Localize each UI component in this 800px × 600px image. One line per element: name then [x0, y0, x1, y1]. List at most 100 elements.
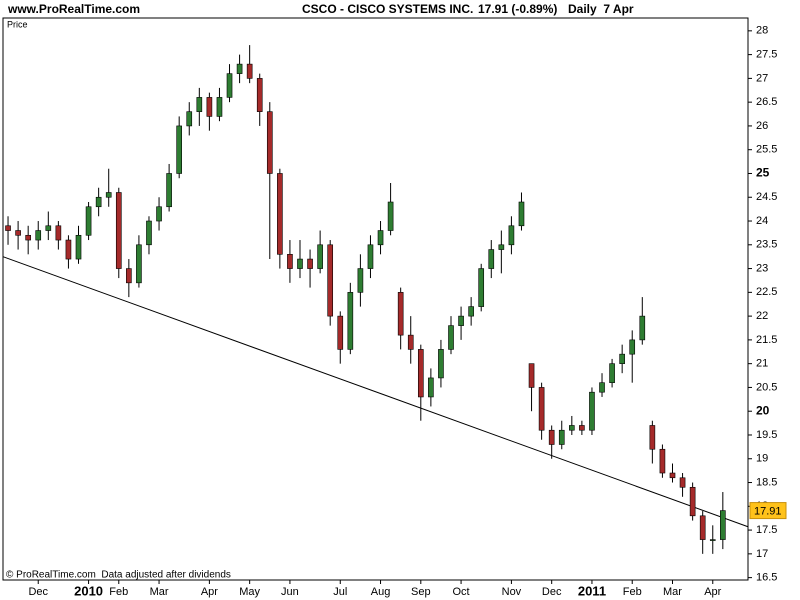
- candle-body: [448, 325, 454, 350]
- candle-body: [367, 244, 374, 269]
- candle-body: [35, 230, 42, 241]
- candle-body: [136, 244, 142, 284]
- y-tick-label: 20: [756, 403, 770, 417]
- period: Daily 7 Apr: [568, 2, 634, 16]
- candle-body: [498, 244, 505, 250]
- y-tick-label: 19: [756, 453, 768, 465]
- y-tick-label: 22.5: [756, 286, 777, 298]
- y-tick-label: 23.5: [756, 239, 777, 251]
- candle-body: [629, 339, 636, 355]
- candle-body: [317, 244, 323, 269]
- candle-body: [95, 196, 102, 208]
- candle-body: [639, 315, 646, 341]
- candle-body: [297, 258, 303, 269]
- y-tick-label: 26: [756, 120, 768, 132]
- candle-body: [377, 230, 384, 246]
- chart-title: CSCO - CISCO SYSTEMS INC.: [302, 2, 473, 16]
- x-tick-label: Oct: [453, 586, 470, 598]
- candle-body: [85, 206, 92, 236]
- x-tick-label: Dec: [28, 586, 48, 598]
- y-tick-label: 24: [756, 215, 768, 227]
- y-tick-label: 20.5: [756, 381, 777, 393]
- x-tick-label: 2010: [74, 583, 103, 598]
- candle-body: [407, 334, 414, 350]
- candle-body: [206, 97, 213, 117]
- candle-body: [196, 97, 203, 112]
- x-tick-label: Jun: [281, 586, 299, 598]
- trend-line: [2, 256, 749, 528]
- x-tick-label: Apr: [704, 586, 721, 598]
- candle-body: [478, 268, 485, 307]
- candle-body: [528, 363, 535, 388]
- y-tick-label: 21: [756, 358, 768, 370]
- candle-body: [357, 268, 364, 293]
- y-tick-label: 24.5: [756, 191, 777, 203]
- price-change: 17.91 (-0.89%): [478, 2, 557, 16]
- y-tick-label: 25.5: [756, 144, 777, 156]
- candle-body: [236, 63, 243, 74]
- candle-body: [438, 349, 444, 379]
- y-tick-label: 27: [756, 72, 768, 84]
- x-tick-label: Sep: [411, 586, 431, 598]
- candle-body: [428, 377, 434, 398]
- x-tick-label: Apr: [201, 586, 218, 598]
- candle-body: [558, 429, 565, 445]
- candle-body: [569, 425, 575, 431]
- last-price-label: 17.91: [754, 505, 782, 517]
- x-tick-label: Jul: [333, 586, 347, 598]
- candle-body: [619, 353, 625, 364]
- site-name: www.ProRealTime.com: [7, 2, 140, 16]
- candle-body: [548, 429, 555, 445]
- candle-body: [226, 73, 233, 98]
- candle-body: [699, 515, 706, 540]
- candle-body: [287, 254, 293, 269]
- candle-body: [538, 387, 545, 431]
- x-tick-label: Aug: [371, 586, 391, 598]
- y-tick-label: 26.5: [756, 96, 777, 108]
- candle-body: [327, 244, 334, 317]
- candle-body: [115, 192, 122, 269]
- candle-body: [105, 192, 112, 198]
- candle-body: [397, 292, 404, 336]
- candle-body: [649, 425, 656, 450]
- candle-body: [599, 382, 605, 393]
- x-tick-label: 2011: [578, 583, 606, 598]
- candle-body: [518, 201, 525, 227]
- candle-body: [126, 268, 132, 284]
- candle-body: [216, 97, 223, 117]
- candle-body: [55, 225, 62, 241]
- candle-body: [25, 234, 31, 241]
- candle-body: [266, 111, 273, 174]
- x-tick-label: May: [239, 586, 260, 598]
- candle-body: [689, 486, 696, 517]
- x-tick-label: Feb: [109, 586, 128, 598]
- y-tick-label: 28: [756, 25, 768, 37]
- x-tick-label: Nov: [502, 586, 522, 598]
- y-tick-label: 17: [756, 548, 768, 560]
- y-tick-label: 22: [756, 310, 768, 322]
- candle-body: [256, 78, 263, 112]
- candle-body: [468, 306, 474, 317]
- candle-body: [45, 225, 52, 231]
- candle-body: [417, 349, 424, 398]
- candle-body: [337, 315, 344, 350]
- candle-body: [488, 249, 495, 269]
- candle-body: [387, 201, 394, 231]
- candle-body: [186, 111, 193, 127]
- x-tick-label: Mar: [150, 586, 169, 598]
- candle-body: [246, 63, 253, 79]
- candle-body: [156, 206, 162, 222]
- y-tick-label: 21.5: [756, 334, 777, 346]
- candle-body: [15, 230, 21, 236]
- candle-body: [5, 225, 11, 231]
- candle-body: [75, 234, 82, 260]
- candle-body: [709, 539, 716, 541]
- candle-body: [669, 472, 676, 479]
- candle-body: [146, 220, 152, 246]
- candle-body: [609, 363, 615, 383]
- x-tick-label: Mar: [663, 586, 682, 598]
- candle-body: [307, 258, 313, 269]
- y-tick-label: 16.5: [756, 572, 777, 584]
